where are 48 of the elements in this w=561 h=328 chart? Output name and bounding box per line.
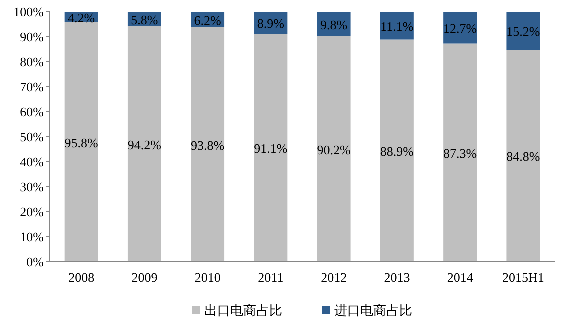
- y-tick-label: 30%: [20, 180, 44, 194]
- bar: [506, 12, 540, 50]
- bar: [317, 36, 351, 262]
- x-tick-label: 2012: [321, 270, 348, 285]
- data-label: 11.1%: [380, 18, 414, 34]
- x-tick-label: 2014: [447, 270, 474, 285]
- data-label: 84.8%: [506, 149, 540, 164]
- bar: [506, 50, 540, 262]
- y-tick-label: 20%: [20, 204, 44, 220]
- x-tick-label: 2009: [132, 270, 158, 285]
- y-tick-label: 90%: [20, 30, 44, 44]
- data-label: 4.2%: [68, 10, 96, 26]
- data-label: 95.8%: [64, 135, 99, 150]
- data-label: 93.8%: [191, 138, 225, 153]
- data-label: 12.7%: [444, 20, 478, 36]
- x-tick-label: 2010: [194, 270, 221, 285]
- data-label: 94.2%: [128, 137, 162, 152]
- bar: [191, 28, 225, 262]
- data-label: 90.2%: [317, 142, 352, 158]
- bar: [444, 12, 478, 44]
- y-tick-label: 70%: [20, 80, 44, 94]
- bar: [380, 12, 414, 40]
- y-tick-label: 10%: [20, 230, 44, 244]
- y-tick-label: 40%: [20, 154, 44, 170]
- y-tick-label: 0%: [26, 254, 44, 270]
- x-tick-label: 2015H1: [502, 270, 544, 285]
- data-label: 15.2%: [506, 24, 540, 39]
- bar: [380, 40, 414, 262]
- legend-label: 进口电商占比: [334, 303, 412, 318]
- bar: [128, 26, 162, 262]
- data-label: 87.3%: [444, 146, 478, 161]
- x-tick-label: 2008: [68, 270, 95, 285]
- y-tick-label: 50%: [20, 130, 44, 144]
- data-label: 8.9%: [257, 16, 285, 32]
- y-tick-label: 100%: [14, 4, 44, 20]
- legend-label: 出口电商占比: [204, 303, 282, 318]
- bar: [254, 34, 288, 262]
- y-tick-label: 60%: [20, 104, 44, 120]
- bar: [444, 44, 478, 262]
- x-tick-label: 2013: [384, 270, 410, 285]
- data-label: 91.1%: [254, 141, 288, 156]
- data-label: 88.9%: [380, 144, 414, 159]
- data-label: 9.8%: [320, 17, 348, 32]
- x-tick-label: 2011: [258, 270, 284, 285]
- data-label: 5.8%: [131, 12, 158, 28]
- data-label: 6.2%: [194, 12, 222, 28]
- y-tick-label: 80%: [20, 54, 44, 70]
- bar: [64, 22, 98, 262]
